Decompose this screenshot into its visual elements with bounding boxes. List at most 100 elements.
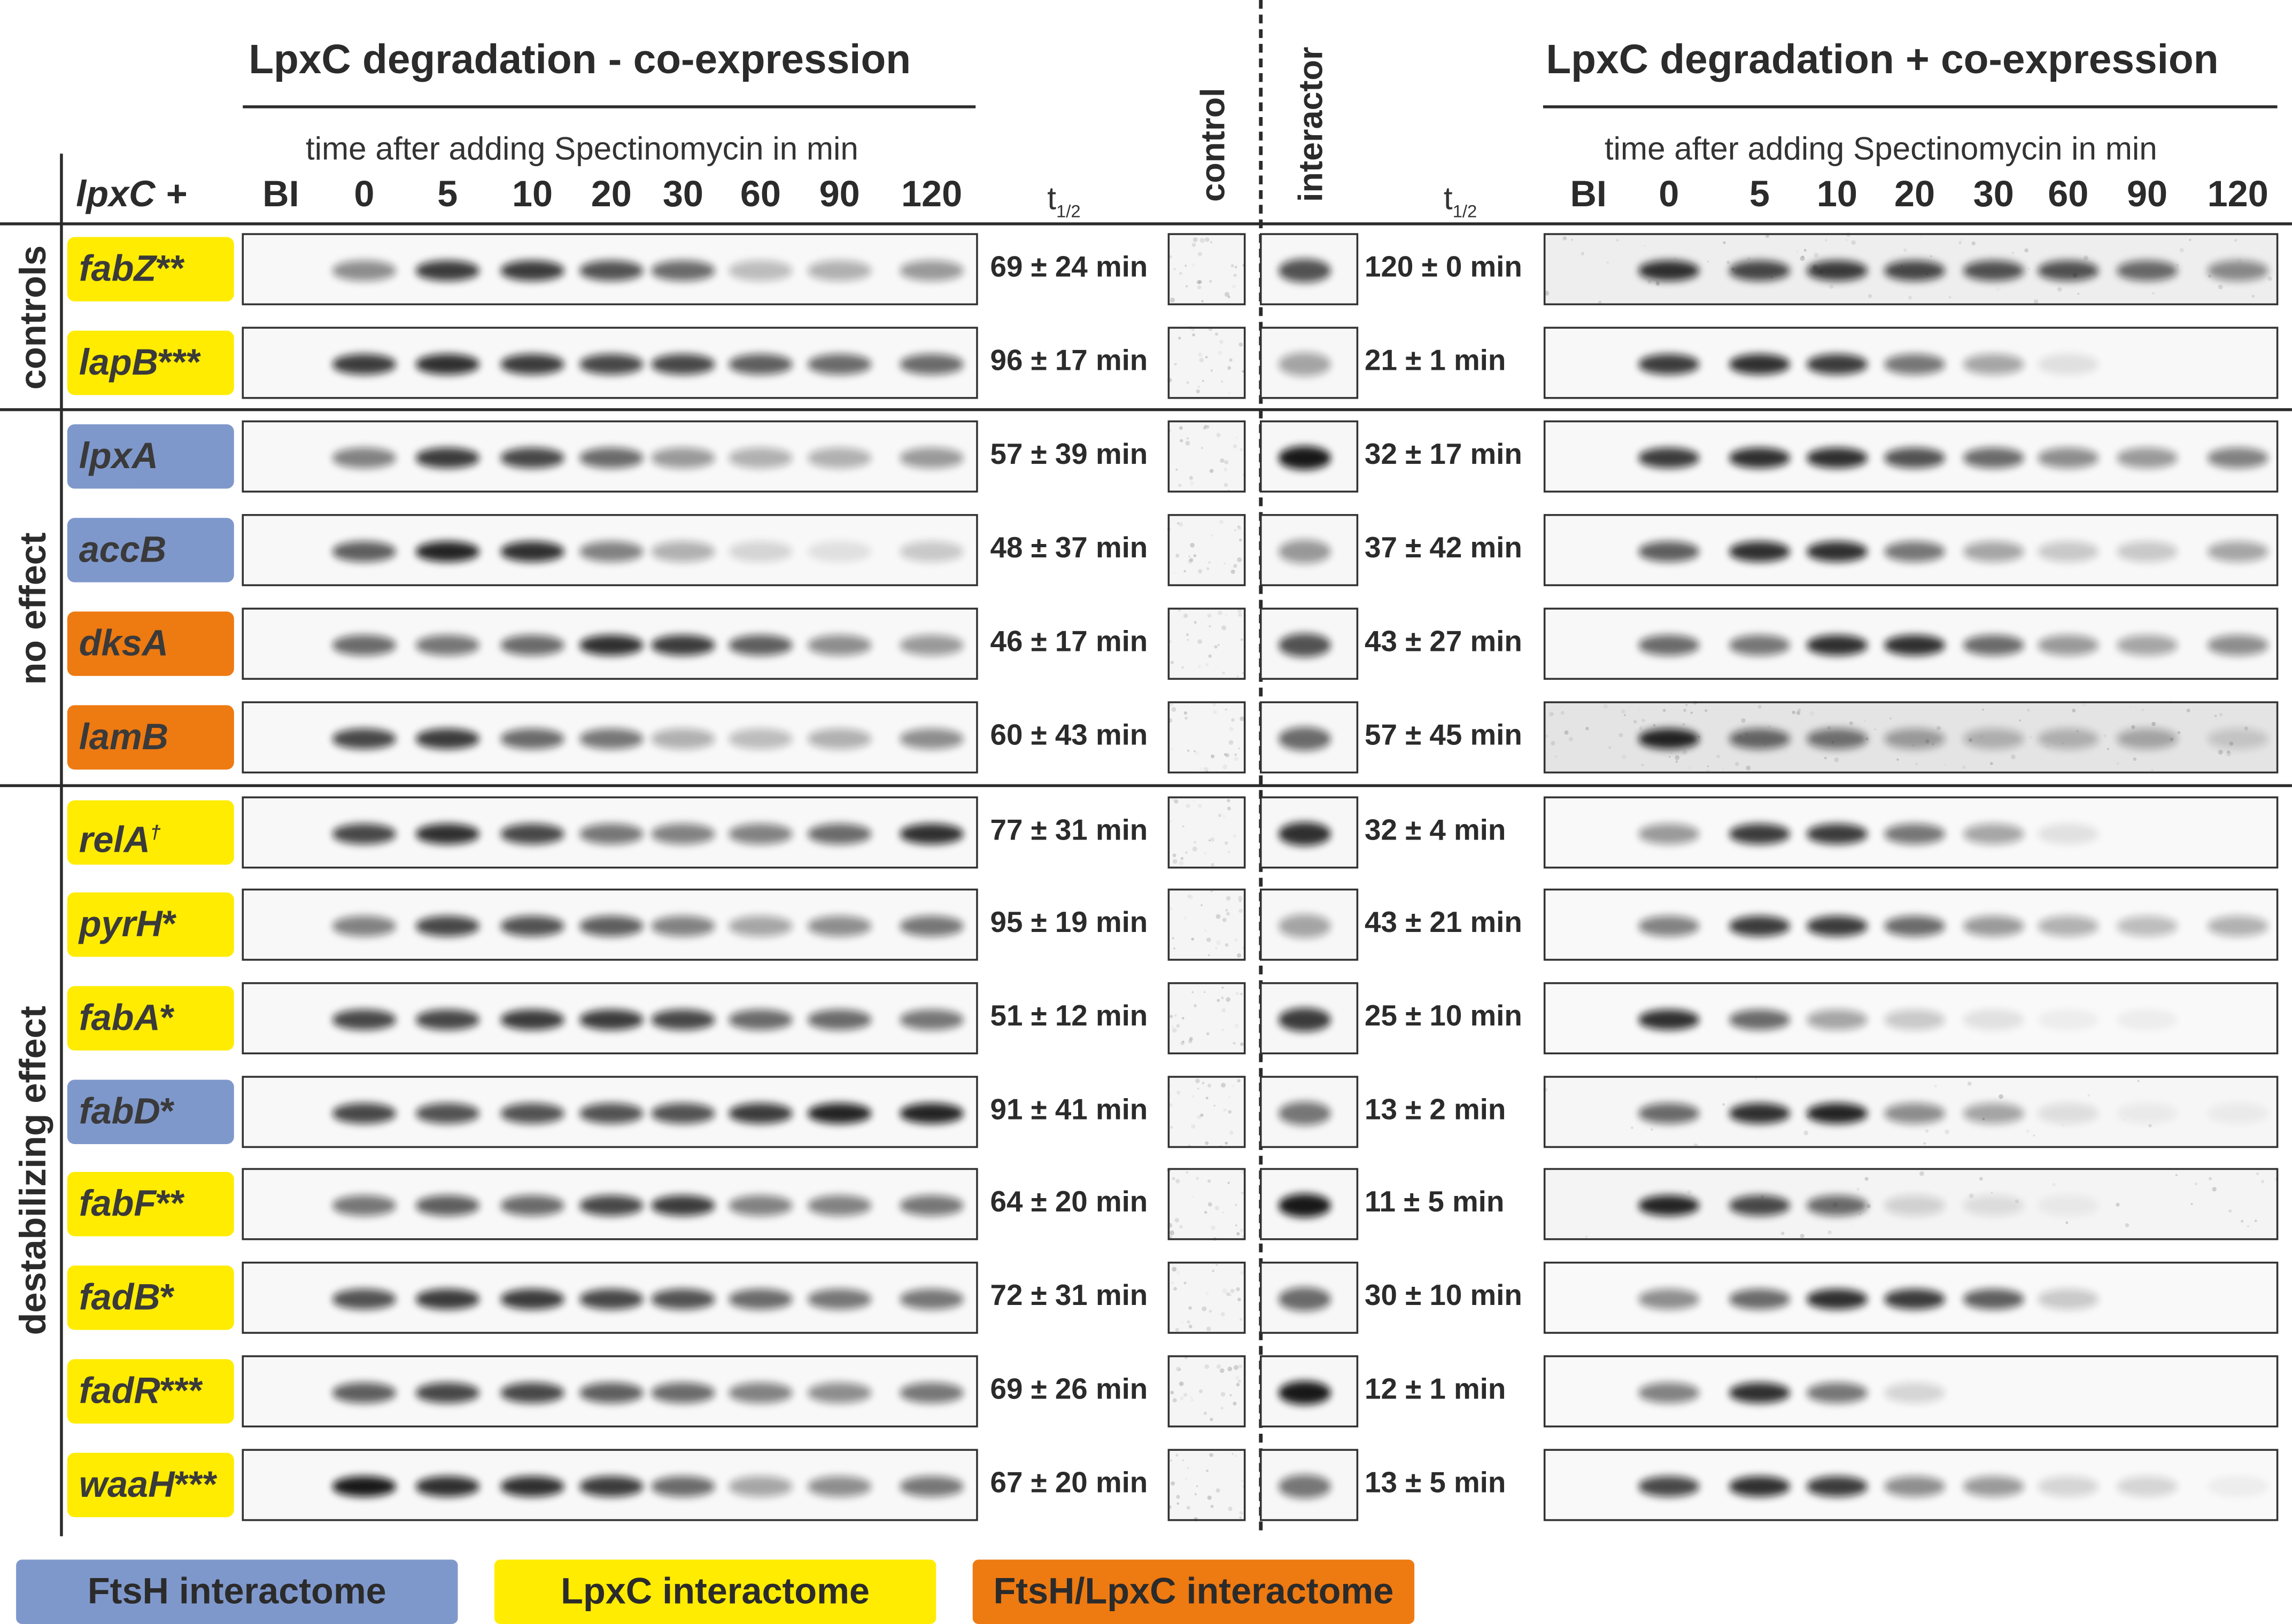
blot-noise (1191, 1124, 1196, 1129)
band-right-60 (2037, 1195, 2099, 1216)
band-right-5 (1729, 354, 1791, 375)
gene-label-lapB: lapB*** (67, 330, 234, 395)
blot-border (242, 982, 978, 1054)
band-left-90 (807, 260, 872, 281)
blot-noise (2148, 1124, 2152, 1128)
band-right-10 (1806, 635, 1868, 656)
blot-noise (1222, 1211, 1225, 1214)
blot-noise (1238, 538, 1242, 542)
blot-border (1259, 608, 1359, 680)
blot-noise (1217, 610, 1222, 616)
blot-noise (1209, 1310, 1212, 1313)
blot-border (242, 701, 978, 774)
blot-right-fabF (1543, 1168, 2279, 1240)
blot-noise (1202, 1082, 1204, 1084)
band-left-10 (500, 915, 565, 937)
blot-noise (2256, 1172, 2259, 1175)
band-left-20 (579, 1195, 644, 1216)
blot-noise (1191, 328, 1195, 332)
blot-noise (1198, 279, 1202, 284)
blot-interactor-fadB (1259, 1261, 1359, 1334)
blot-noise (1682, 750, 1687, 755)
band-left-5 (415, 1476, 480, 1497)
gene-label-fabZ: fabZ** (67, 237, 234, 301)
blot-noise (1989, 762, 1993, 765)
blot-noise (1207, 1084, 1211, 1087)
blot-noise (1170, 661, 1174, 664)
blot-noise (2134, 708, 2137, 710)
band-interactor (1278, 1194, 1331, 1217)
left-timepoint-120: 120 (901, 174, 963, 215)
blot-noise (1233, 1401, 1237, 1406)
blot-border (1259, 1168, 1359, 1240)
blot-noise (1237, 1079, 1241, 1083)
band-left-60 (728, 915, 793, 937)
band-right-10 (1806, 728, 1868, 749)
blot-noise (2214, 714, 2217, 718)
band-right-10 (1806, 1382, 1868, 1403)
blot-noise (2095, 711, 2098, 714)
blot-noise (1226, 912, 1230, 916)
band-right-120 (2207, 541, 2269, 562)
band-left-60 (728, 1009, 793, 1030)
halflife-minus-lpxA: 57 ± 39 min (990, 439, 1148, 471)
blot-noise (1202, 1306, 1207, 1311)
band-left-5 (415, 915, 480, 937)
gene-suffix: *** (174, 1464, 218, 1506)
band-left-90 (807, 1195, 872, 1216)
blot-noise (1227, 1182, 1230, 1184)
thalf-text: t (1443, 180, 1453, 217)
blot-noise (1197, 1087, 1199, 1090)
blot-noise (1213, 1105, 1215, 1107)
blot-interactor-pyrH (1259, 888, 1359, 961)
blot-left-fabZ (242, 233, 978, 306)
band-right-120 (2207, 1103, 2269, 1124)
blot-noise (1232, 1085, 1235, 1087)
blot-noise (1237, 896, 1243, 901)
blot-noise (1227, 296, 1230, 299)
blot-noise (1923, 727, 1926, 729)
band-left-30 (651, 1103, 716, 1124)
blot-noise (1187, 559, 1193, 564)
band-right-10 (1806, 1009, 1868, 1030)
blot-noise (1174, 1218, 1180, 1223)
blot-border (1543, 1261, 2279, 1334)
gene-name: lapB (79, 342, 159, 384)
group-label-controls: controls (13, 245, 55, 390)
band-right-30 (1963, 354, 2025, 375)
blot-noise (1215, 332, 1219, 336)
blot-right-lapB (1543, 327, 2279, 399)
blot-background (1168, 797, 1245, 868)
blot-noise (1229, 727, 1234, 732)
blot-noise (1236, 1232, 1240, 1236)
blot-noise (1233, 444, 1237, 448)
halflife-minus-accB: 48 ± 37 min (990, 532, 1148, 565)
blot-noise (2208, 274, 2211, 278)
blot-noise (1825, 239, 1828, 242)
blot-noise (1180, 439, 1183, 442)
blot-noise (1856, 1187, 1860, 1191)
blot-noise (2089, 764, 2094, 769)
band-right-0 (1638, 1195, 1700, 1216)
blot-border (242, 1261, 978, 1334)
gene-name: waaH (79, 1464, 175, 1506)
blot-noise (1178, 336, 1181, 340)
blot-noise (1780, 1231, 1785, 1236)
band-right-5 (1729, 915, 1791, 937)
band-interactor (1278, 1101, 1331, 1125)
band-right-30 (1963, 260, 2025, 281)
band-right-120 (2207, 915, 2269, 937)
thalf-subscript: 1/2 (1056, 201, 1081, 222)
halflife-plus-pyrH: 43 ± 21 min (1365, 907, 1522, 939)
gene-name: fabF (79, 1183, 157, 1225)
band-right-30 (1963, 635, 2025, 656)
band-right-0 (1638, 1289, 1700, 1310)
blot-noise (1170, 820, 1172, 823)
blot-noise (1205, 356, 1208, 359)
blot-noise (1179, 1381, 1184, 1386)
band-right-60 (2037, 823, 2099, 844)
blot-noise (2218, 284, 2223, 290)
blot-background (1168, 1262, 1245, 1333)
band-interactor (1278, 540, 1331, 564)
blot-noise (1803, 248, 1807, 252)
